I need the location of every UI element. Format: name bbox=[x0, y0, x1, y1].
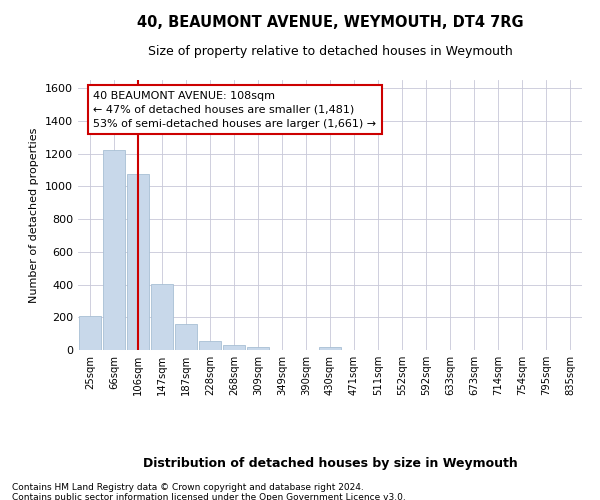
Text: 40, BEAUMONT AVENUE, WEYMOUTH, DT4 7RG: 40, BEAUMONT AVENUE, WEYMOUTH, DT4 7RG bbox=[137, 15, 523, 30]
Text: Size of property relative to detached houses in Weymouth: Size of property relative to detached ho… bbox=[148, 45, 512, 58]
Bar bbox=[247, 346, 269, 350]
Bar bbox=[223, 345, 245, 350]
Bar bbox=[103, 150, 125, 350]
Text: Contains HM Land Registry data © Crown copyright and database right 2024.: Contains HM Land Registry data © Crown c… bbox=[12, 482, 364, 492]
Bar bbox=[175, 324, 197, 350]
Bar bbox=[151, 284, 173, 350]
Text: 40 BEAUMONT AVENUE: 108sqm
← 47% of detached houses are smaller (1,481)
53% of s: 40 BEAUMONT AVENUE: 108sqm ← 47% of deta… bbox=[93, 91, 376, 129]
Text: Contains public sector information licensed under the Open Government Licence v3: Contains public sector information licen… bbox=[12, 492, 406, 500]
Bar bbox=[127, 174, 149, 350]
Bar bbox=[319, 346, 341, 350]
Bar bbox=[199, 341, 221, 350]
Text: Distribution of detached houses by size in Weymouth: Distribution of detached houses by size … bbox=[143, 457, 517, 470]
Y-axis label: Number of detached properties: Number of detached properties bbox=[29, 128, 40, 302]
Bar bbox=[79, 316, 101, 350]
